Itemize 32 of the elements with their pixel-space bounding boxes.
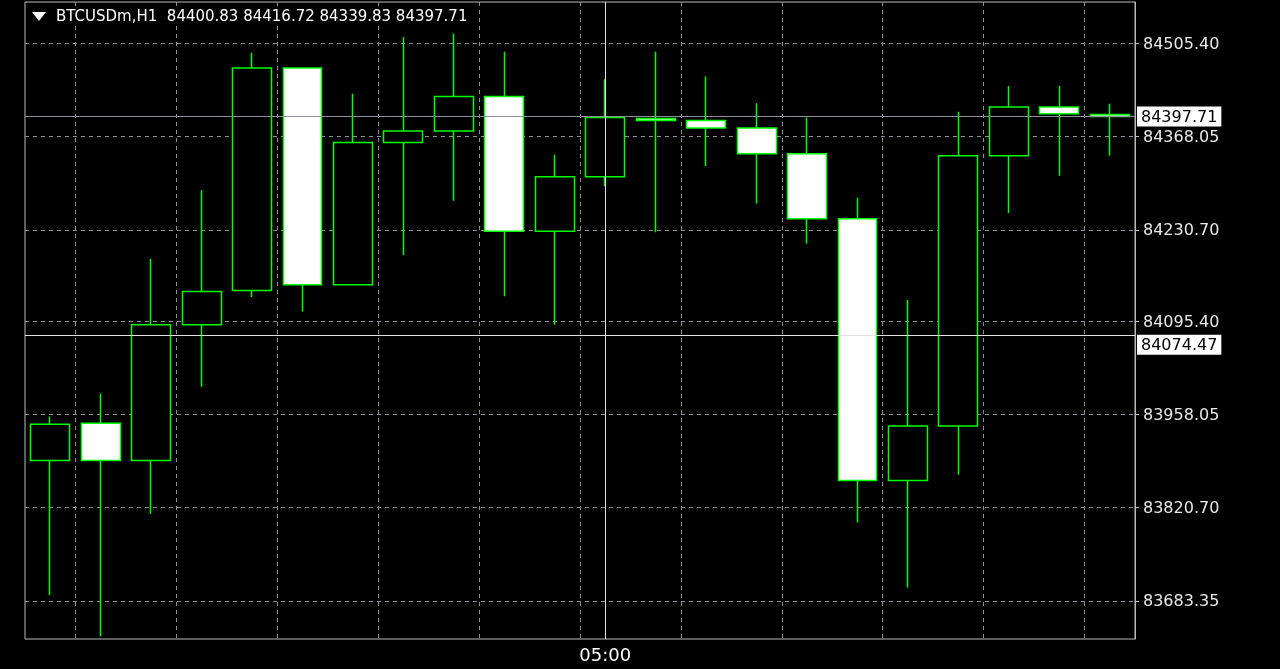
candlestick [231,51,273,298]
candlestick [282,67,323,313]
candlestick [433,32,475,202]
chart-title: BTCUSDm,H1 84400.83 84416.72 84339.83 84397.71 [56,6,468,25]
candlestick [736,102,778,205]
y-tick-label: 84368.05 [1143,127,1220,147]
candlestick [584,78,626,188]
candlestick [937,111,979,476]
y-tick-label: 84505.40 [1143,34,1220,54]
candlestick [130,258,172,515]
candlestick [534,154,576,326]
candlestick [29,415,71,596]
y-tick-label: 83820.70 [1143,498,1220,518]
ref-line-label: 84397.71 [1141,107,1218,127]
candlestick [837,197,878,524]
candlestick [786,116,828,245]
candlestick [887,299,929,589]
candlestick [332,92,374,286]
candlestick [635,50,677,233]
x-tick-label: 05:00 [579,643,632,665]
ref-line-label: 84074.47 [1141,335,1218,355]
candlestick [382,36,424,256]
candlestick [181,189,223,388]
candlestick [1038,85,1080,177]
candlestick [80,392,122,637]
y-tick-label: 83683.35 [1143,591,1220,611]
y-tick-label: 84230.70 [1143,220,1220,240]
y-tick-label: 84095.40 [1143,312,1220,332]
y-tick-label: 83958.05 [1143,405,1220,425]
candlestick [988,85,1030,214]
candlestick [685,75,727,168]
candlestick [483,50,525,297]
